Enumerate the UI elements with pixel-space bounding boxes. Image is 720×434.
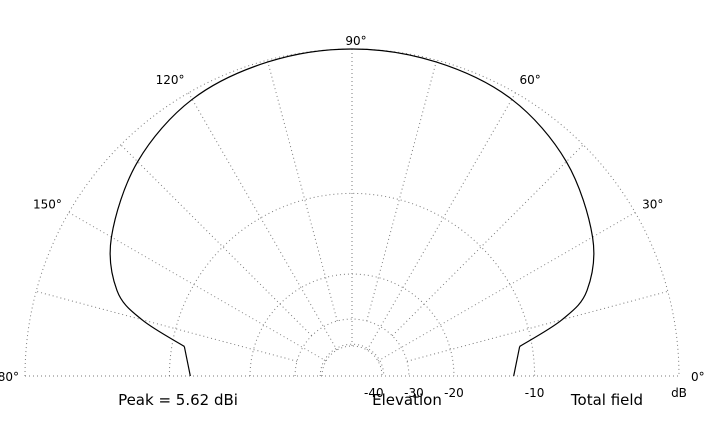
grid-spoke [120,144,313,337]
angle-label-30: 30° [642,198,663,212]
peak-gain-label: Peak = 5.62 dBi [118,391,238,409]
pattern-layer [109,48,595,377]
field-type-label: Total field [570,391,643,409]
grid-spoke [366,92,516,351]
grid-spoke [391,144,584,337]
polar-grid [24,48,680,377]
grid-ring [168,192,536,377]
pattern-curve-tail-left [183,346,191,377]
angle-label-90: 90° [345,34,366,48]
grid-spoke [36,290,298,362]
grid-spoke [266,60,338,322]
angle-label-120: 120° [156,73,185,87]
grid-spoke [377,212,636,362]
angle-label-150: 150° [33,198,62,212]
grid-ring [319,343,385,377]
grid-spoke [366,60,438,322]
plot-type-label: Elevation [372,391,442,409]
angle-label-0: 0° [691,370,705,384]
tick-label-30: -30 [404,386,424,400]
grid-ring [321,345,383,377]
angle-label-60: 60° [520,73,541,87]
radial-tick-labels: -40 -30 -20 -10 dB [364,386,687,400]
grid-ring [24,48,680,377]
grid-spoke [406,290,668,362]
tick-label-20: -20 [444,386,464,400]
angle-label-180: 180° [0,370,19,384]
tick-label-40: -40 [364,386,384,400]
tick-label-db: dB [671,386,687,400]
grid-ring [294,318,410,377]
pattern-curve-tail-right [513,346,521,377]
pattern-curve [109,48,595,347]
grid-spoke [68,212,327,362]
tick-label-10: -10 [525,386,545,400]
grid-spoke [188,92,338,351]
angle-labels: 0° 30° 60° 90° 120° 150° 180° [0,34,705,384]
